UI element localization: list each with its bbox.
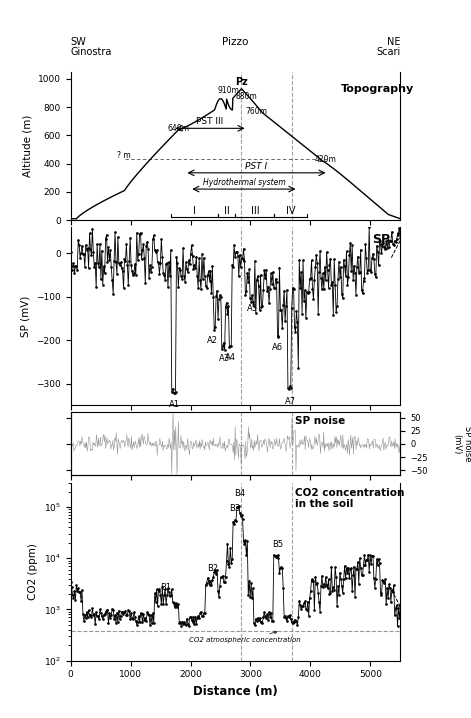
Text: I: I bbox=[193, 206, 196, 216]
Text: III: III bbox=[251, 206, 260, 216]
Text: ? m: ? m bbox=[117, 151, 131, 159]
Y-axis label: CO2 (ppm): CO2 (ppm) bbox=[28, 543, 38, 600]
Text: A1: A1 bbox=[169, 400, 180, 409]
Text: A3: A3 bbox=[219, 354, 230, 363]
Text: A5: A5 bbox=[247, 304, 259, 313]
Text: A4: A4 bbox=[225, 353, 236, 362]
Text: CO2 concentration
in the soil: CO2 concentration in the soil bbox=[295, 488, 404, 510]
Text: 910m: 910m bbox=[218, 86, 240, 95]
Text: B1: B1 bbox=[160, 583, 171, 592]
Text: IV: IV bbox=[286, 206, 296, 216]
Y-axis label: Altitude (m): Altitude (m) bbox=[22, 115, 32, 177]
Y-axis label: SP (mV): SP (mV) bbox=[21, 296, 31, 337]
Text: Scari: Scari bbox=[376, 47, 400, 57]
Text: B4: B4 bbox=[234, 489, 245, 498]
Text: CO2 atmospheric concentration: CO2 atmospheric concentration bbox=[188, 631, 300, 643]
X-axis label: Distance (m): Distance (m) bbox=[193, 685, 278, 698]
Text: SP: SP bbox=[373, 233, 390, 246]
Text: 420m: 420m bbox=[315, 155, 336, 164]
Text: PST I: PST I bbox=[245, 162, 268, 171]
Text: A6: A6 bbox=[272, 343, 284, 353]
Text: NE: NE bbox=[387, 37, 400, 47]
Text: Hydrothermal system: Hydrothermal system bbox=[203, 178, 285, 187]
Text: B5: B5 bbox=[272, 540, 283, 549]
Text: PST III: PST III bbox=[196, 117, 224, 126]
Text: Ginostra: Ginostra bbox=[71, 47, 112, 57]
Text: Topography: Topography bbox=[341, 84, 414, 93]
Text: A7: A7 bbox=[285, 396, 296, 406]
Text: 640m: 640m bbox=[168, 123, 189, 133]
Text: B2: B2 bbox=[207, 564, 218, 573]
Text: II: II bbox=[224, 206, 229, 216]
Text: Pz: Pz bbox=[235, 77, 248, 87]
Text: A2: A2 bbox=[207, 336, 218, 345]
Text: 880m: 880m bbox=[236, 92, 257, 101]
Y-axis label: SP noise
(mV): SP noise (mV) bbox=[453, 426, 471, 462]
Text: Pizzo: Pizzo bbox=[222, 37, 249, 47]
Text: SP noise: SP noise bbox=[295, 416, 345, 426]
Text: B3: B3 bbox=[229, 505, 241, 513]
Text: SW: SW bbox=[71, 37, 86, 47]
Text: 760m: 760m bbox=[245, 107, 268, 116]
